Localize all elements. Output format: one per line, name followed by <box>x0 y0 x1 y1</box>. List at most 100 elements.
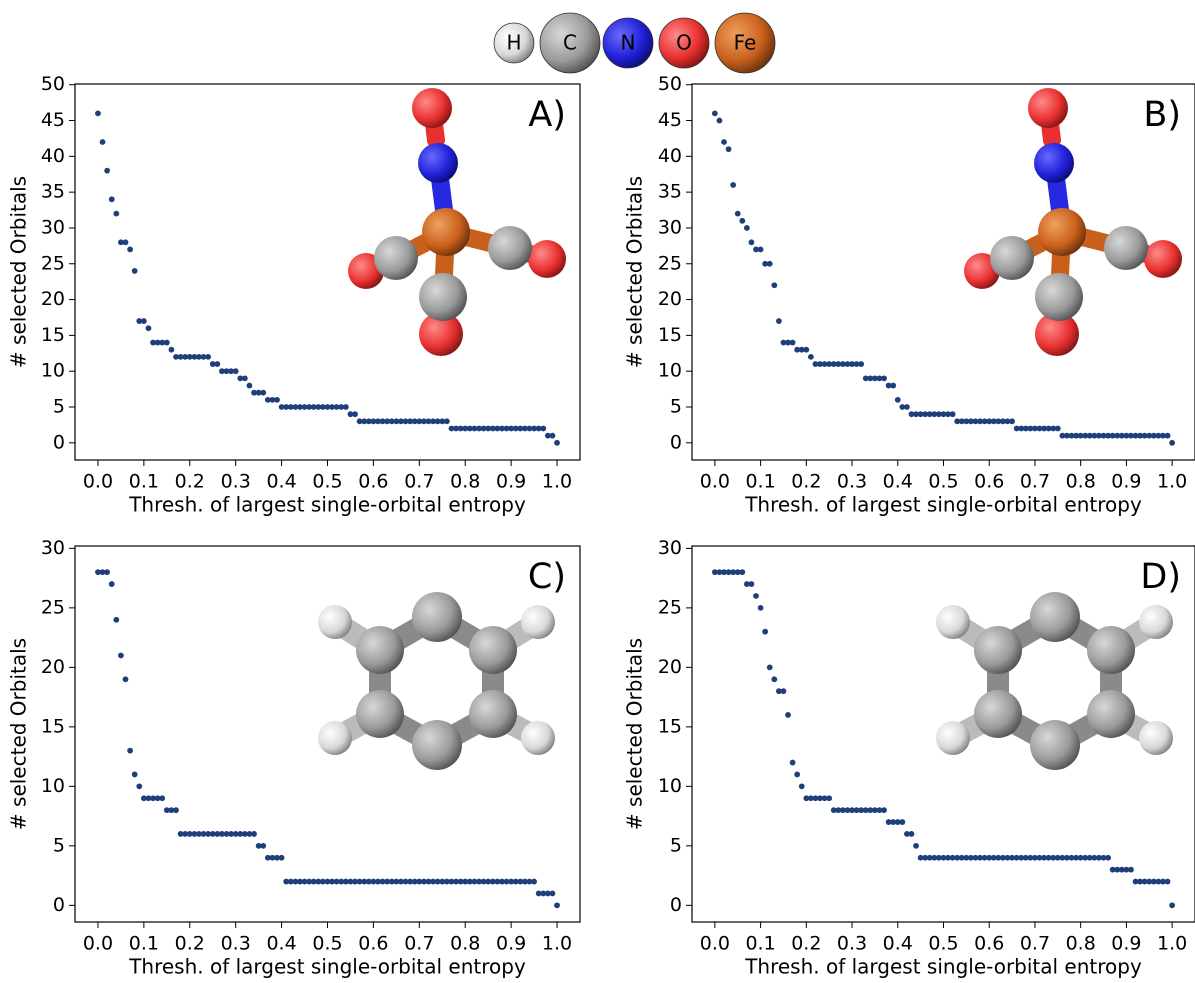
x-tick-label: 1.0 <box>542 933 572 955</box>
y-tick-label: 20 <box>41 288 65 310</box>
data-point <box>136 783 142 789</box>
data-point <box>890 383 896 389</box>
legend-label: O <box>676 31 692 55</box>
data-point <box>781 688 787 694</box>
data-point <box>279 855 285 861</box>
x-tick-label: 0.7 <box>1020 471 1050 493</box>
data-point <box>95 110 101 116</box>
data-point <box>794 772 800 778</box>
x-tick-label: 0.5 <box>928 471 958 493</box>
data-point <box>1165 879 1171 885</box>
data-point <box>735 211 741 217</box>
y-tick-label: 25 <box>41 252 65 274</box>
data-point <box>113 617 119 623</box>
y-axis-label: # selected Orbitals <box>623 176 647 368</box>
data-point <box>739 218 745 224</box>
data-point <box>127 748 133 754</box>
x-tick-label: 0.8 <box>450 471 480 493</box>
data-point <box>104 168 110 174</box>
data-point <box>712 110 718 116</box>
y-tick-label: 15 <box>658 715 682 737</box>
x-tick-label: 0.3 <box>837 933 867 955</box>
panel-label: A) <box>528 95 566 135</box>
data-point <box>123 676 129 682</box>
data-point <box>205 354 211 360</box>
data-point <box>899 819 905 825</box>
data-point <box>109 196 115 202</box>
data-point <box>1165 433 1171 439</box>
x-tick-label: 0.5 <box>312 471 342 493</box>
y-tick-label: 50 <box>658 73 682 95</box>
x-axis-label: Thresh. of largest single-orbital entrop… <box>744 493 1142 517</box>
x-axis-label: Thresh. of largest single-orbital entrop… <box>744 955 1142 979</box>
data-point <box>531 879 537 885</box>
panel-label: D) <box>1140 557 1181 597</box>
data-point <box>118 653 124 659</box>
panel-label: C) <box>528 557 566 597</box>
data-point <box>909 831 915 837</box>
y-tick-label: 10 <box>41 775 65 797</box>
data-point <box>881 807 887 813</box>
data-point <box>771 676 777 682</box>
x-tick-label: 0.9 <box>496 933 526 955</box>
data-point <box>104 569 110 575</box>
data-point <box>858 361 864 367</box>
x-tick-label: 0.1 <box>129 471 159 493</box>
data-point <box>146 325 152 331</box>
y-tick-label: 35 <box>41 181 65 203</box>
x-tick-label: 0.2 <box>175 471 205 493</box>
legend-label: N <box>621 31 636 55</box>
data-point <box>758 605 764 611</box>
data-point <box>881 375 887 381</box>
data-point <box>721 139 727 145</box>
y-tick-label: 30 <box>41 537 65 559</box>
y-tick-label: 10 <box>658 775 682 797</box>
x-tick-label: 0.5 <box>312 933 342 955</box>
data-point <box>1105 855 1111 861</box>
y-tick-label: 0 <box>670 894 682 916</box>
data-point <box>343 404 349 410</box>
y-tick-label: 15 <box>658 324 682 346</box>
x-tick-label: 0.5 <box>928 933 958 955</box>
data-point <box>554 902 560 908</box>
data-point <box>123 239 129 245</box>
data-point <box>173 807 179 813</box>
data-point <box>141 318 147 324</box>
x-tick-label: 0.1 <box>745 933 775 955</box>
data-point <box>1169 440 1175 446</box>
data-point <box>790 760 796 766</box>
x-axis-label: Thresh. of largest single-orbital entrop… <box>128 493 526 517</box>
legend-label: C <box>563 31 577 55</box>
x-tick-label: 0.7 <box>404 471 434 493</box>
x-tick-label: 0.8 <box>1066 933 1096 955</box>
x-tick-label: 1.0 <box>542 471 572 493</box>
data-point <box>352 411 358 417</box>
y-tick-label: 20 <box>41 656 65 678</box>
x-tick-label: 0.8 <box>450 933 480 955</box>
y-tick-label: 35 <box>658 181 682 203</box>
data-point <box>726 146 732 152</box>
y-tick-label: 5 <box>53 396 65 418</box>
data-point <box>247 383 253 389</box>
y-tick-label: 10 <box>41 360 65 382</box>
legend-label: H <box>506 31 521 55</box>
y-tick-label: 30 <box>41 216 65 238</box>
x-tick-label: 1.0 <box>1157 933 1187 955</box>
data-point <box>100 139 106 145</box>
y-tick-label: 5 <box>53 834 65 856</box>
data-point <box>214 361 220 367</box>
data-point <box>554 440 560 446</box>
data-point <box>758 247 764 253</box>
data-point <box>776 318 782 324</box>
x-tick-label: 0.6 <box>358 471 388 493</box>
data-point <box>260 390 266 396</box>
data-point <box>1055 426 1061 432</box>
panel-label: B) <box>1143 95 1181 135</box>
y-tick-label: 40 <box>658 145 682 167</box>
data-point <box>242 375 248 381</box>
x-tick-label: 0.4 <box>266 933 296 955</box>
y-axis-label: # selected Orbitals <box>7 638 31 830</box>
data-point <box>904 404 910 410</box>
y-axis-label: # selected Orbitals <box>623 638 647 830</box>
x-tick-label: 1.0 <box>1157 471 1187 493</box>
